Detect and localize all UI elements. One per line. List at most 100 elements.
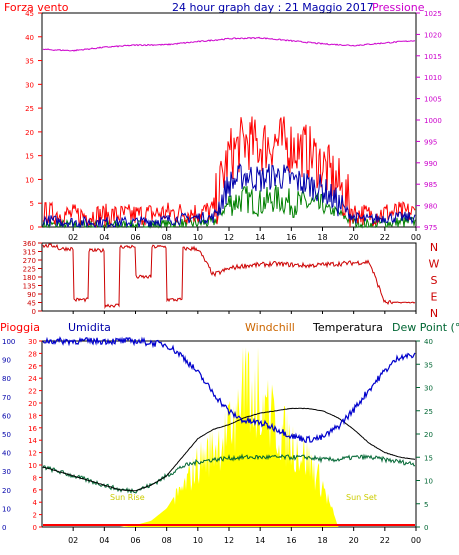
- time-tick-label: 12: [224, 233, 234, 242]
- panel1-layer: 0510152025303540459759809859909951000100…: [25, 10, 442, 242]
- page-title: 24 hour graph day : 21 Maggio 2017: [172, 1, 374, 14]
- humidity-tick-label: 80: [2, 375, 11, 383]
- pressure-tick-label: 1025: [424, 10, 442, 18]
- wind-tick-label: 40: [25, 34, 34, 42]
- rain-axis-label: Pioggia: [0, 321, 40, 334]
- temp-tick-label: 15: [424, 454, 433, 462]
- compass-label: W: [429, 258, 440, 271]
- time-tick-label: 12: [224, 536, 234, 545]
- rain-tick-label: 18: [28, 412, 37, 420]
- wind-tick-label: 30: [25, 81, 34, 89]
- humidity-tick-label: 20: [2, 487, 11, 495]
- time-tick-label: 14: [255, 536, 265, 545]
- temp-tick-label: 40: [424, 338, 433, 346]
- rain-tick-label: 22: [28, 388, 37, 396]
- pressure-tick-label: 1005: [424, 96, 442, 104]
- temp-tick-label: 20: [424, 431, 433, 439]
- direction-tick-label: 135: [23, 283, 36, 291]
- compass-label: N: [430, 241, 438, 254]
- temperature-label: Temperatura: [312, 321, 383, 334]
- sunrise-label: Sun Rise: [110, 493, 145, 502]
- compass-label: E: [431, 291, 438, 304]
- pressure-tick-label: 995: [424, 138, 437, 146]
- compass-label: S: [431, 274, 438, 287]
- rain-tick-label: 14: [28, 437, 37, 445]
- rain-tick-label: 20: [28, 400, 37, 408]
- direction-tick-label: 180: [23, 274, 36, 282]
- humidity-tick-label: 90: [2, 357, 11, 365]
- time-tick-label: 18: [317, 536, 327, 545]
- time-tick-label: 18: [317, 233, 327, 242]
- time-tick-label: 20: [349, 536, 359, 545]
- time-tick-label: 04: [99, 536, 109, 545]
- humidity-tick-label: 0: [2, 524, 6, 532]
- time-tick-label: 04: [99, 233, 109, 242]
- pressure-axis-label: Pressione: [372, 1, 425, 14]
- pressure-tick-label: 975: [424, 224, 437, 232]
- wind-tick-label: 15: [25, 153, 34, 161]
- wind-axis-label: Forza vento: [4, 1, 69, 14]
- direction-tick-label: 315: [23, 249, 36, 257]
- humidity-series: [42, 336, 416, 444]
- time-tick-label: 00: [411, 536, 421, 545]
- time-tick-label: 08: [162, 233, 172, 242]
- time-tick-label: 10: [193, 536, 203, 545]
- temp-tick-label: 5: [424, 501, 428, 509]
- pressure-tick-label: 985: [424, 181, 437, 189]
- temp-tick-label: 35: [424, 361, 433, 369]
- rain-tick-label: 30: [28, 338, 37, 346]
- rain-tick-label: 0: [33, 524, 37, 532]
- rain-tick-label: 6: [33, 487, 38, 495]
- time-tick-label: 16: [286, 233, 296, 242]
- pressure-tick-label: 1020: [424, 31, 442, 39]
- wind-direction-panel: [41, 242, 417, 312]
- direction-tick-label: 270: [23, 257, 36, 265]
- pressure-tick-label: 1010: [424, 74, 442, 82]
- time-tick-label: 22: [380, 536, 390, 545]
- time-tick-label: 06: [130, 233, 140, 242]
- time-tick-label: 06: [130, 536, 140, 545]
- time-tick-label: 02: [68, 233, 78, 242]
- rain-tick-label: 24: [28, 375, 37, 383]
- pressure-series: [42, 36, 416, 52]
- humidity-tick-label: 60: [2, 412, 11, 420]
- humidity-tick-label: 100: [2, 338, 15, 346]
- solar-radiation-area: [119, 347, 351, 527]
- wind-series-gust: [42, 116, 416, 228]
- time-tick-label: 08: [162, 536, 172, 545]
- pressure-tick-label: 1000: [424, 117, 442, 125]
- direction-tick-label: 0: [32, 308, 36, 316]
- rain-tick-label: 2: [33, 512, 37, 520]
- panel3-layer: 0102030405060708090100024681012141618202…: [2, 336, 433, 545]
- time-tick-label: 20: [349, 233, 359, 242]
- time-tick-label: 10: [193, 233, 203, 242]
- wind-tick-label: 25: [25, 105, 34, 113]
- dewpoint-series: [42, 453, 416, 494]
- humidity-tick-label: 70: [2, 394, 11, 402]
- time-tick-label: 14: [255, 233, 265, 242]
- humidity-tick-label: 40: [2, 450, 11, 458]
- temp-tick-label: 30: [424, 385, 433, 393]
- wind-tick-label: 10: [25, 176, 34, 184]
- rain-tick-label: 26: [28, 363, 37, 371]
- time-tick-label: 22: [380, 233, 390, 242]
- rain-tick-label: 8: [33, 474, 37, 482]
- direction-tick-label: 360: [23, 240, 36, 248]
- humidity-tick-label: 50: [2, 431, 11, 439]
- humidity-axis-label: Umidita: [68, 321, 111, 334]
- direction-series: [42, 243, 416, 310]
- time-tick-label: 02: [68, 536, 78, 545]
- direction-tick-label: 45: [27, 300, 36, 308]
- temp-tick-label: 0: [424, 524, 428, 532]
- compass-label: N: [430, 307, 438, 320]
- wind-tick-label: 0: [30, 224, 34, 232]
- temp-tick-label: 10: [424, 478, 433, 486]
- time-tick-label: 16: [286, 536, 296, 545]
- wind-tick-label: 5: [30, 200, 34, 208]
- wind-tick-label: 20: [25, 129, 34, 137]
- direction-tick-label: 90: [27, 291, 36, 299]
- wind-tick-label: 35: [25, 58, 34, 66]
- rain-tick-label: 12: [28, 450, 37, 458]
